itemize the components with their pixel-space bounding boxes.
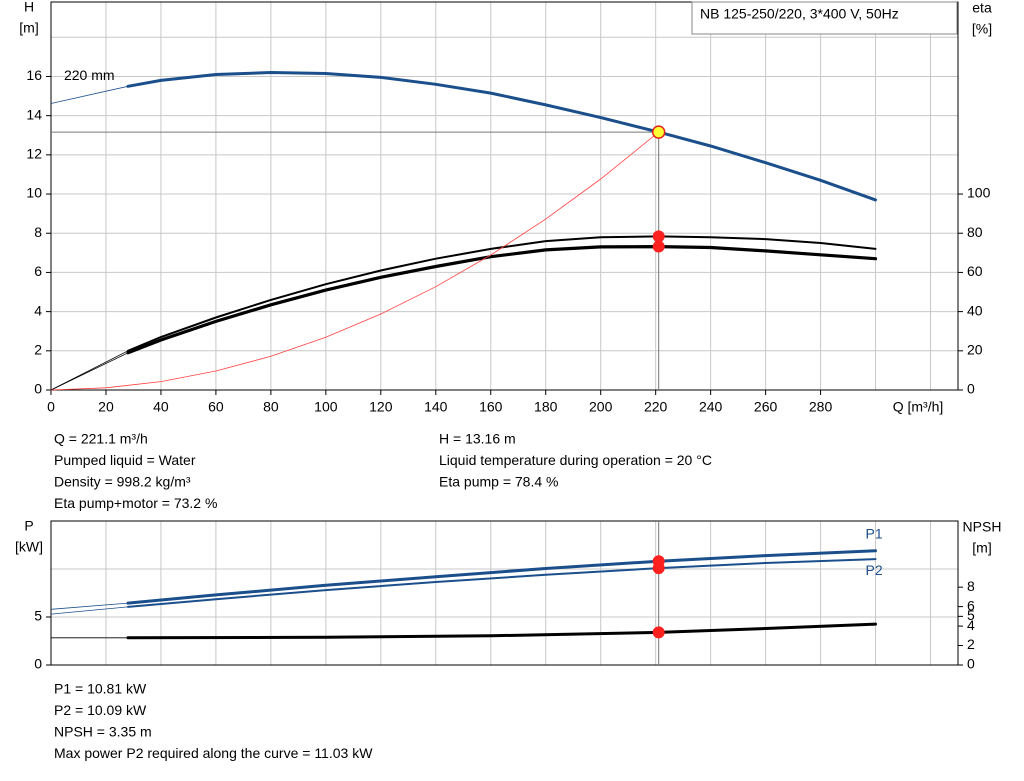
- info-text: Liquid temperature during operation = 20…: [439, 452, 712, 468]
- curve-extension: [50, 352, 129, 391]
- x-tick-label: 140: [424, 399, 448, 415]
- y2-tick-label: 100: [967, 185, 991, 201]
- x-tick-label: 60: [208, 399, 224, 415]
- y2-tick-label: 8: [967, 578, 975, 594]
- y-tick-label: 0: [34, 656, 42, 672]
- x-tick-label: 160: [479, 399, 503, 415]
- info-text: P1 = 10.81 kW: [54, 681, 147, 697]
- info-text: Eta pump+motor = 73.2 %: [54, 495, 217, 511]
- y-axis-label: P: [24, 518, 33, 534]
- y-tick-label: 14: [26, 106, 42, 122]
- info-text: NPSH = 3.35 m: [54, 724, 152, 740]
- info-text: Eta pump = 78.4 %: [439, 474, 558, 490]
- y2-tick-label: 20: [967, 342, 983, 358]
- info-text: Max power P2 required along the curve = …: [54, 745, 373, 761]
- operating-point: [651, 125, 666, 139]
- x-tick-label: 240: [699, 399, 723, 415]
- plot-frame: [50, 1, 959, 391]
- y2-axis-label: [%]: [972, 21, 992, 37]
- chart-title: NB 125-250/220, 3*400 V, 50Hz: [700, 6, 899, 22]
- x-tick-label: 0: [47, 399, 55, 415]
- curve: [127, 558, 877, 608]
- operating-point: [652, 562, 665, 575]
- curve-label: 220 mm: [64, 67, 115, 83]
- y-tick-label: 6: [34, 263, 42, 279]
- curve: [126, 549, 877, 605]
- x-tick-label: 40: [153, 399, 169, 415]
- plot-frame: [50, 520, 959, 666]
- curve-extension: [50, 602, 129, 610]
- curve: [126, 70, 877, 202]
- x-tick-label: 100: [314, 399, 338, 415]
- y2-tick-label: 4: [967, 617, 975, 633]
- operating-point: [652, 230, 665, 243]
- info-text: Q = 221.1 m³/h: [54, 431, 148, 447]
- y-tick-label: 2: [34, 342, 42, 358]
- y2-axis-label: [m]: [972, 540, 991, 556]
- operating-point: [652, 626, 665, 639]
- x-tick-label: 120: [369, 399, 393, 415]
- y-tick-label: 12: [26, 146, 42, 162]
- y2-tick-label: 0: [967, 656, 975, 672]
- curve: [126, 244, 878, 355]
- y-tick-label: 5: [34, 608, 42, 624]
- curve: [50, 131, 660, 391]
- y-tick-label: 8: [34, 224, 42, 240]
- x-tick-label: 260: [754, 399, 778, 415]
- x-axis-label: Q [m³/h]: [893, 399, 944, 415]
- y2-axis-label: eta: [972, 0, 992, 16]
- x-tick-label: 200: [589, 399, 613, 415]
- curve-extension: [50, 606, 129, 615]
- info-text: P2 = 10.09 kW: [54, 702, 147, 718]
- y2-tick-label: 60: [967, 263, 983, 279]
- y-tick-label: 10: [26, 185, 42, 201]
- x-tick-label: 220: [644, 399, 668, 415]
- y2-tick-label: 40: [967, 302, 983, 318]
- y2-tick-label: 6: [967, 597, 975, 613]
- y-tick-label: 0: [34, 381, 42, 397]
- y2-axis-label: NPSH: [963, 519, 1002, 535]
- info-text: Pumped liquid = Water: [54, 452, 196, 468]
- curve: [126, 622, 877, 640]
- y-tick-label: 4: [34, 302, 42, 318]
- curve-label: P2: [866, 562, 883, 578]
- y2-tick-label: 5: [967, 607, 975, 623]
- y2-tick-label: 2: [967, 636, 975, 652]
- info-text: Density = 998.2 kg/m³: [54, 474, 191, 490]
- info-text: H = 13.16 m: [439, 431, 516, 447]
- y2-tick-label: 0: [967, 381, 975, 397]
- curve: [127, 235, 877, 352]
- y-tick-label: 16: [26, 67, 42, 83]
- x-tick-label: 80: [263, 399, 279, 415]
- y-axis-label: H: [24, 0, 34, 15]
- title-box: [691, 1, 958, 35]
- curve-extension: [50, 85, 129, 104]
- x-tick-label: 20: [98, 399, 114, 415]
- y-axis-label: [kW]: [15, 539, 43, 555]
- x-tick-label: 280: [809, 399, 833, 415]
- y2-tick-label: 80: [967, 224, 983, 240]
- y-axis-label: [m]: [19, 20, 38, 36]
- curve-label: P1: [866, 525, 883, 541]
- x-tick-label: 180: [534, 399, 558, 415]
- operating-point: [652, 240, 665, 253]
